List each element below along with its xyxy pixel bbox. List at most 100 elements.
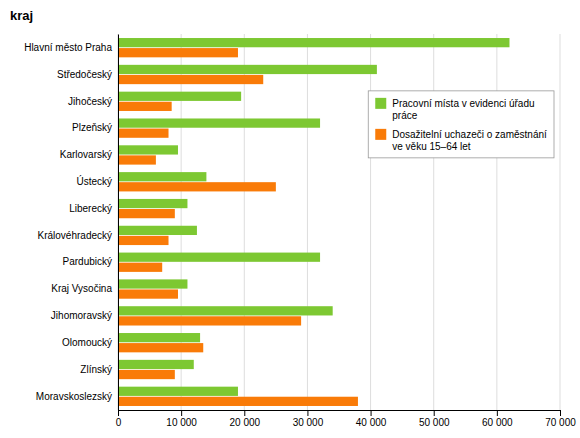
bar [118, 306, 333, 315]
bar [118, 102, 172, 111]
grid-line [244, 34, 245, 410]
y-tick: Zlínský [80, 364, 112, 375]
bar [118, 236, 169, 245]
y-tick: Plzeňský [72, 122, 112, 133]
y-tick-label: Královéhradecký [38, 230, 112, 241]
plot: 0 10 000 20 000 30 000 40 000 50 000 60 000 70 … [24, 34, 576, 428]
x-tick-label: 40 000 [356, 417, 387, 428]
bar [118, 279, 187, 288]
x-tick-mark [181, 410, 182, 416]
grid [118, 34, 560, 410]
x-tick: 20 000 [229, 410, 260, 428]
bar [118, 397, 358, 406]
legend-frame [368, 91, 554, 158]
grid-line [560, 34, 561, 410]
y-tick: Jihočeský [68, 96, 112, 107]
x-axis: 0 10 000 20 000 30 000 40 000 50 000 60 000 70 … [116, 410, 577, 428]
bar [118, 118, 320, 127]
y-tick-label: Jihomoravský [51, 310, 112, 321]
chart: 0 10 000 20 000 30 000 40 000 50 000 60 000 70 … [0, 0, 580, 438]
x-tick-mark [560, 410, 561, 416]
y-tick-label: Zlínský [80, 364, 112, 375]
x-tick: 30 000 [293, 410, 324, 428]
x-tick-label: 0 [116, 417, 122, 428]
x-tick: 70 000 [545, 410, 576, 428]
y-tick: Středočeský [57, 69, 112, 80]
bar [118, 333, 200, 342]
legend-swatch [375, 98, 386, 109]
y-tick: Karlovarský [60, 149, 112, 160]
x-tick: 10 000 [166, 410, 197, 428]
x-tick: 60 000 [482, 410, 513, 428]
x-tick-label: 50 000 [419, 417, 450, 428]
x-tick-label: 70 000 [545, 417, 576, 428]
bar [118, 65, 377, 74]
x-tick-mark [371, 410, 372, 416]
y-tick: Hlavní město Praha [24, 42, 112, 53]
y-tick: Ústecký [76, 175, 112, 187]
y-tick-label: Jihočeský [68, 96, 112, 107]
legend: Pracovní místa v evidenci úřadupráce Dosa… [368, 91, 554, 158]
bar [118, 155, 156, 164]
y-tick-label: Středočeský [57, 69, 112, 80]
bar [118, 387, 238, 396]
x-tick-label: 20 000 [229, 417, 260, 428]
title: kraj [10, 8, 33, 23]
y-tick-label: Pardubický [63, 256, 112, 267]
y-tick: Jihomoravský [51, 310, 112, 321]
y-tick: Olomoucký [62, 337, 112, 348]
bar [118, 263, 162, 272]
x-tick-mark [434, 410, 435, 416]
grid-line [307, 34, 308, 410]
y-tick: Liberecký [69, 203, 112, 214]
legend-label: Dosažitelní uchazeči o zaměstnáníve věku… [392, 129, 547, 152]
grid-line [496, 34, 497, 410]
x-tick-label: 60 000 [482, 417, 513, 428]
y-tick-label: Kraj Vysočina [51, 283, 112, 294]
x-tick-mark [118, 410, 119, 416]
bar [118, 316, 301, 325]
x-tick-label: 30 000 [293, 417, 324, 428]
bar [118, 226, 197, 235]
x-tick: 50 000 [419, 410, 450, 428]
bar [118, 289, 178, 298]
x-tick-mark [497, 410, 498, 416]
x-tick-mark [244, 410, 245, 416]
bar [118, 360, 194, 369]
x-tick-label: 10 000 [166, 417, 197, 428]
grid-line [181, 34, 182, 410]
bar [118, 129, 169, 138]
y-tick-label: Liberecký [69, 203, 112, 214]
x-axis-line [119, 410, 561, 411]
y-tick: Moravskoslezský [36, 391, 112, 402]
bar [118, 343, 203, 352]
y-tick-label: Olomoucký [62, 337, 112, 348]
x-tick: 40 000 [356, 410, 387, 428]
legend-label: Pracovní místa v evidenci úřadupráce [392, 98, 534, 121]
x-tick: 0 [116, 410, 122, 428]
bar [118, 182, 276, 191]
bar [118, 253, 320, 262]
bar [118, 48, 238, 57]
bar [118, 209, 175, 218]
y-tick-label: Moravskoslezský [36, 391, 112, 402]
grid-line [118, 34, 119, 410]
legend-swatch [375, 129, 386, 140]
grid-line [370, 34, 371, 410]
y-tick-label: Hlavní město Praha [24, 42, 112, 53]
bar [118, 38, 509, 47]
bar [118, 75, 263, 84]
bar [118, 199, 187, 208]
x-tick-mark [307, 410, 308, 416]
y-axis: Hlavní město Praha Středočeský Jihočeský Pl… [24, 35, 118, 411]
bar [118, 172, 206, 181]
y-tick: Kraj Vysočina [51, 283, 112, 294]
y-tick-label: Karlovarský [60, 149, 112, 160]
y-tick: Pardubický [63, 256, 112, 267]
y-tick-label: Ústecký [76, 175, 112, 187]
bar [118, 370, 175, 379]
y-tick: Královéhradecký [38, 230, 112, 241]
grid-line [433, 34, 434, 410]
bar [118, 145, 178, 154]
y-axis-line [118, 35, 119, 411]
